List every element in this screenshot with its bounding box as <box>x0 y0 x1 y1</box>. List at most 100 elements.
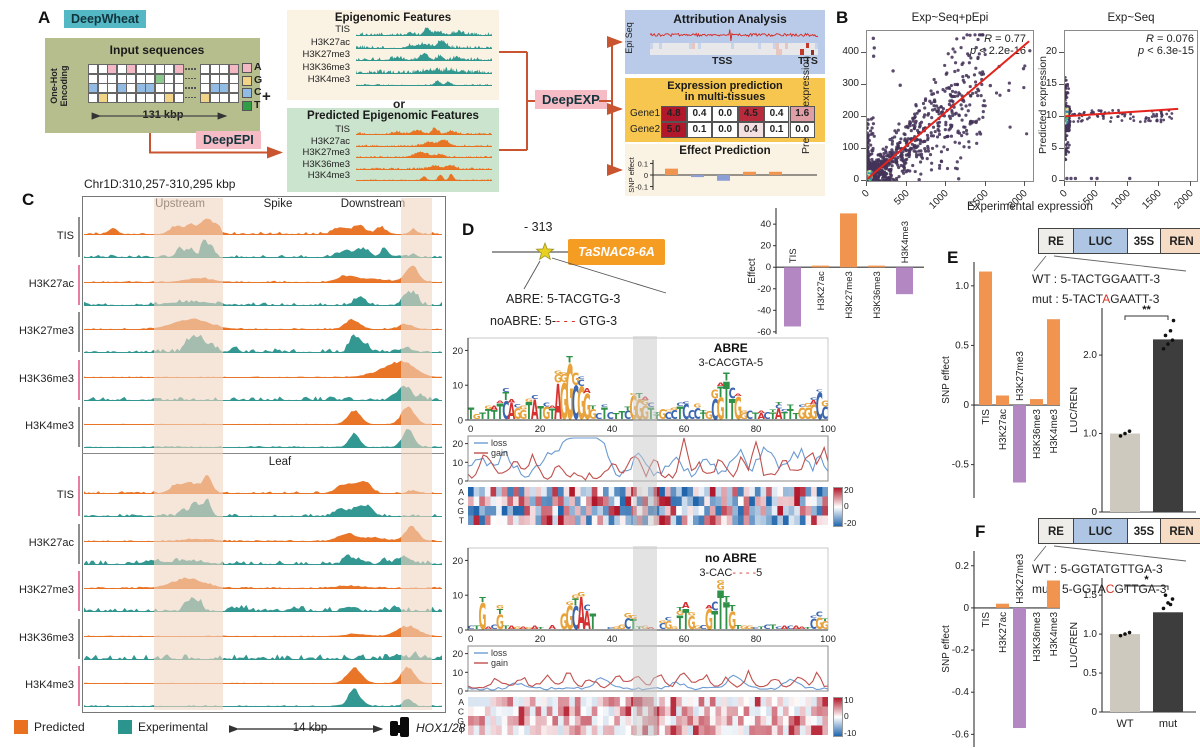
svg-text:0.2: 0.2 <box>955 561 969 572</box>
svg-text:TIS: TIS <box>981 409 992 425</box>
deepwheat-chip: DeepWheat <box>64 10 147 28</box>
onehot-cell <box>209 83 220 93</box>
svg-text:0: 0 <box>963 603 969 614</box>
svg-text:-40: -40 <box>757 305 771 316</box>
svg-text:H3K27ac: H3K27ac <box>998 612 1009 653</box>
leaf-label: Leaf <box>268 456 292 468</box>
scatter-plot-frame <box>866 30 1034 182</box>
deepexp-chip: DeepEXP <box>535 90 607 109</box>
pred-mini-track <box>356 138 492 147</box>
gap-dot <box>185 96 187 98</box>
onehot-cell <box>173 83 184 93</box>
onehot-cell <box>126 92 136 103</box>
track-label: H3K27me3 <box>18 325 74 337</box>
svg-text:H3K36me3: H3K36me3 <box>1032 611 1043 661</box>
input-sequences-title: Input sequences <box>109 43 205 57</box>
onehot-cell <box>228 73 239 84</box>
epi-mini-track <box>356 27 492 36</box>
onehot-cell <box>135 83 146 93</box>
expression-title-1: Expression prediction <box>667 80 783 92</box>
svg-text:TIS: TIS <box>788 248 799 263</box>
track-h3k27me3-experimental <box>84 334 442 353</box>
y-tick-mark <box>1059 180 1064 181</box>
track-label: H3K27ac <box>28 536 74 549</box>
onehot-cell <box>107 83 117 93</box>
gap-dot <box>191 68 193 70</box>
scatter-xlabel: Experimental expression <box>967 201 1093 213</box>
pred-mini-track <box>356 164 492 170</box>
expression-cell: 0.0 <box>712 106 738 122</box>
scatter-canvas <box>867 31 1033 181</box>
svg-text:0: 0 <box>458 626 463 637</box>
svg-text:-20: -20 <box>844 518 857 528</box>
track-tick-bar <box>77 264 80 305</box>
svg-text:0: 0 <box>458 477 463 488</box>
x-tick-mark <box>984 181 986 186</box>
epi-track-label: H3K27ac <box>310 36 350 48</box>
track-label: H3K4me3 <box>25 679 74 691</box>
track-h3k4me3-predicted <box>84 406 442 425</box>
svg-text:LUC/REN: LUC/REN <box>1068 622 1080 668</box>
epigenomic-features-title: Epigenomic Features <box>334 12 452 24</box>
onehot-cell <box>154 83 165 93</box>
svg-text:-0.4: -0.4 <box>952 687 970 698</box>
gap-dot <box>185 87 187 89</box>
svg-text:20: 20 <box>452 649 463 660</box>
tts-label: TTS <box>798 55 818 67</box>
x-tick-mark <box>905 181 907 186</box>
snp-highlight-band-noabre <box>633 546 657 736</box>
onehot-cell <box>209 73 220 84</box>
svg-text:0: 0 <box>844 711 849 721</box>
track-tick-bar <box>77 407 80 447</box>
onehot-cell <box>145 83 155 93</box>
noabre-sequence: noABRE: 5-- - - GTG-3 <box>490 314 618 328</box>
onehot-cell <box>135 92 146 103</box>
svg-text:SNP effect: SNP effect <box>941 625 952 673</box>
track-label: H3K36me3 <box>18 372 74 385</box>
track-tick-bar <box>77 523 80 564</box>
y-tick-mark <box>861 116 866 118</box>
track-h3k36me3-predicted <box>84 359 442 378</box>
svg-text:80: 80 <box>751 424 762 435</box>
svg-text:loss: loss <box>491 648 508 658</box>
svg-text:0: 0 <box>844 501 849 511</box>
scatter-canvas <box>1065 31 1197 181</box>
epi-mini-track <box>356 80 492 87</box>
downstream-highlight-band <box>401 197 432 710</box>
epi-mini-track <box>356 52 492 62</box>
x-tick-mark <box>866 181 867 186</box>
track-h3k27ac-predicted <box>84 525 442 542</box>
y-tick-mark <box>861 84 866 86</box>
effect-prediction-box <box>625 144 825 196</box>
attribution-analysis-box <box>625 10 825 74</box>
track-label: H3K4me3 <box>25 420 74 432</box>
track-h3k27me3-predicted <box>84 577 442 589</box>
track-tick-bar <box>77 217 80 257</box>
construct-segment-ren: REN <box>1159 228 1200 254</box>
onehot-cell <box>209 64 220 74</box>
track-h3k27ac-predicted <box>84 265 442 283</box>
svg-text:T: T <box>459 516 464 526</box>
abre-sequence: ABRE: 5-TACGTG-3 <box>506 292 621 306</box>
svg-text:3-CACGTA-5: 3-CACGTA-5 <box>699 357 764 369</box>
gene-row-label: Gene1 <box>630 108 661 119</box>
svg-text:0.5: 0.5 <box>1083 668 1097 679</box>
onehot-cell <box>145 92 155 103</box>
snp-highlight-band-abre <box>633 336 657 526</box>
onehot-cell <box>126 64 136 74</box>
onehot-cell <box>126 73 136 84</box>
svg-text:H3K27ac: H3K27ac <box>816 271 827 310</box>
svg-text:1.0: 1.0 <box>955 281 969 292</box>
svg-text:1.5: 1.5 <box>1083 590 1097 601</box>
attribution-heatmap <box>650 43 818 55</box>
scatter-plot-frame <box>1064 30 1198 182</box>
snp-position-label: - 313 <box>524 220 553 234</box>
svg-text:Effect: Effect <box>747 258 758 284</box>
y-tick-label: 20 <box>1045 46 1057 58</box>
panel-b-label: B <box>836 8 849 27</box>
expression-cell: 0.0 <box>712 122 738 138</box>
onehot-cell <box>116 64 127 74</box>
svg-text:60: 60 <box>679 634 690 645</box>
